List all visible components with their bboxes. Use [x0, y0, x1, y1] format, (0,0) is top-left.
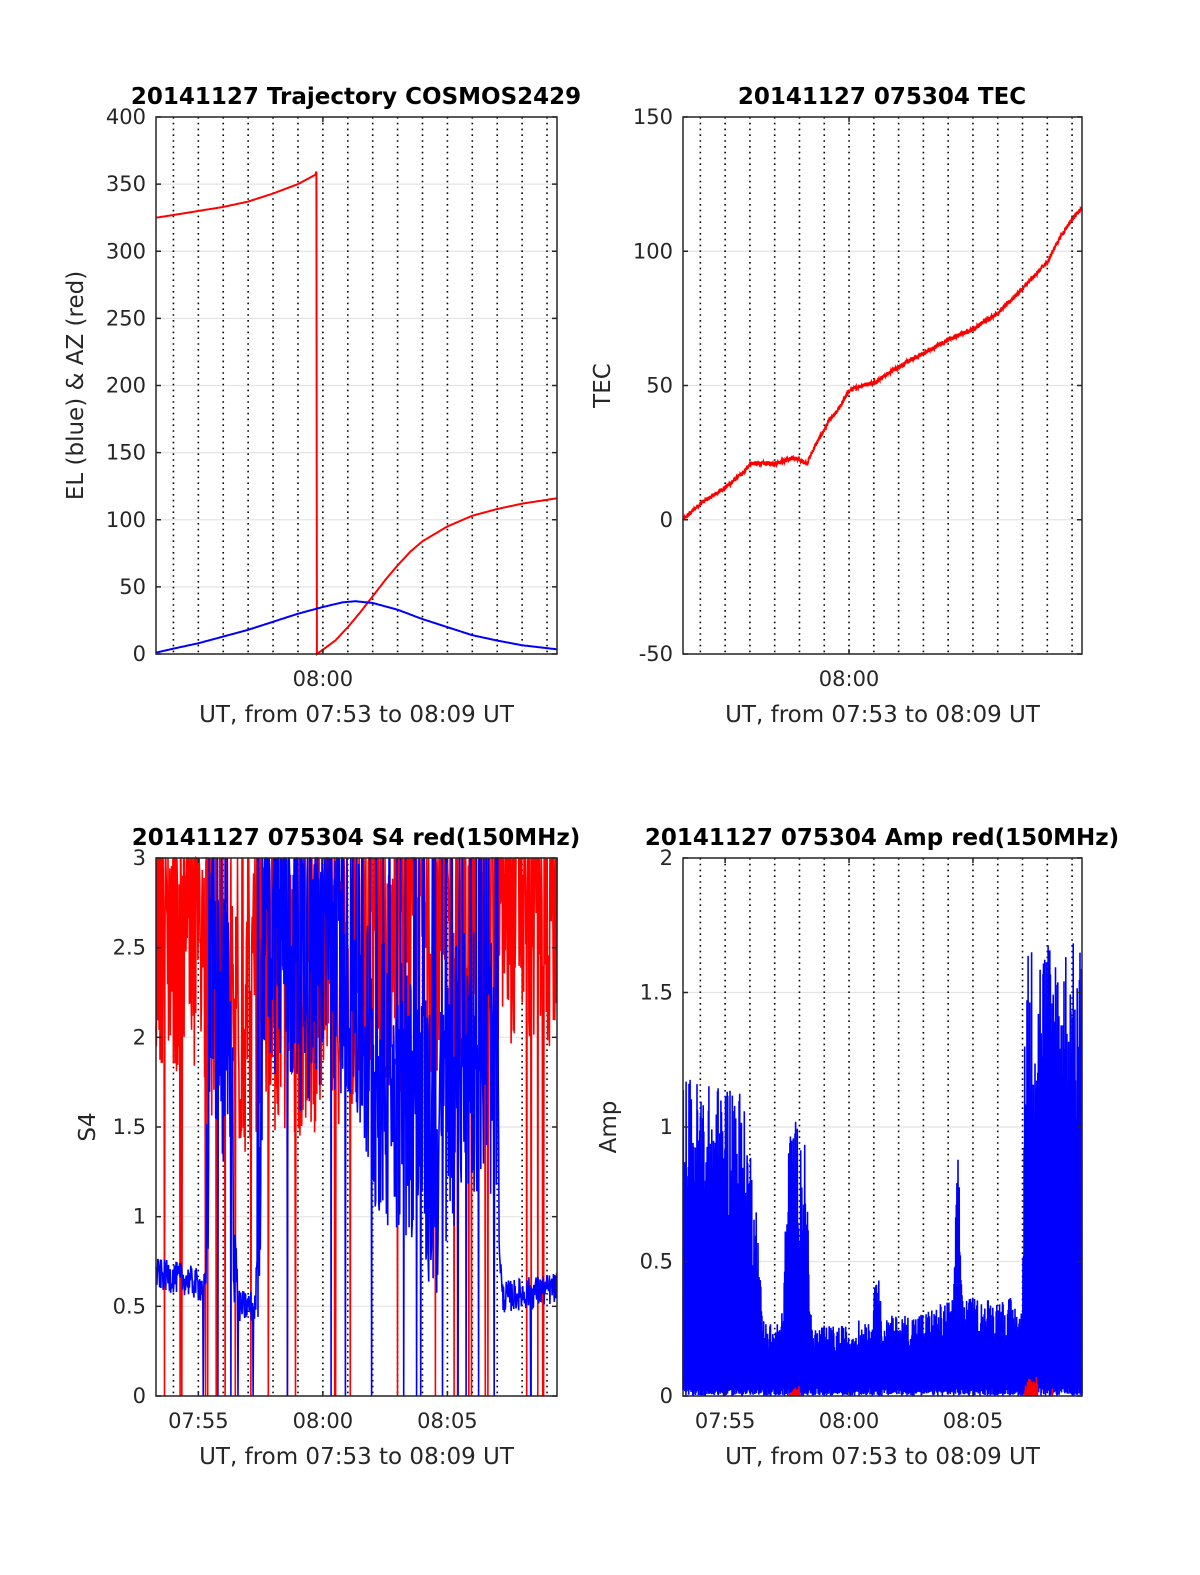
- x-axis-label: UT, from 07:53 to 08:09 UT: [199, 702, 515, 728]
- series-1-line: [682, 205, 1083, 521]
- y-axis-label: S4: [75, 1112, 101, 1141]
- panel-3: 0 0.5 1 1.5 2 2.5 3 07:55 08:00 08:05 UT, from 07:…: [75, 825, 580, 1470]
- chart-title: 20141127 075304 Amp red(150MHz): [645, 825, 1119, 851]
- series-1-line: [682, 943, 1083, 1397]
- y-tick-label: 150: [106, 441, 146, 465]
- y-tick-label: 100: [106, 508, 146, 532]
- y-tick-label: 0.5: [113, 1294, 146, 1318]
- y-tick-label: 2: [133, 1025, 146, 1049]
- y-tick-label: 50: [119, 575, 146, 599]
- y-tick-label: 3: [133, 846, 146, 870]
- y-tick-label: -50: [639, 642, 673, 666]
- y-tick-label: 0: [133, 642, 146, 666]
- series-2-line: [155, 857, 558, 1397]
- x-tick-label: 07:55: [168, 1409, 229, 1433]
- x-tick-label: 08:05: [943, 1409, 1004, 1433]
- y-axis-label: Amp: [596, 1101, 622, 1154]
- series-2-line: [788, 1377, 1054, 1396]
- y-tick-label: 150: [633, 105, 673, 129]
- chart-title: 20141127 Trajectory COSMOS2429: [131, 84, 581, 110]
- y-tick-label: 250: [106, 306, 146, 330]
- y-tick-label: 200: [106, 374, 146, 398]
- x-tick-label: 08:00: [819, 667, 880, 691]
- x-axis-label: UT, from 07:53 to 08:09 UT: [725, 702, 1041, 728]
- x-tick-label: 08:05: [417, 1409, 478, 1433]
- panel-2: -50 0 50 100 150 08:00 UT, from 07:53 to 08:09…: [590, 84, 1083, 728]
- y-tick-label: 2.5: [113, 936, 146, 960]
- x-tick-label: 08:00: [293, 667, 354, 691]
- y-tick-label: 300: [106, 239, 146, 263]
- y-tick-label: 1: [660, 1115, 673, 1139]
- y-tick-label: 350: [106, 172, 146, 196]
- series-2-line: [155, 600, 558, 654]
- x-axis-label: UT, from 07:53 to 08:09 UT: [725, 1444, 1041, 1470]
- x-axis-label: UT, from 07:53 to 08:09 UT: [199, 1444, 515, 1470]
- x-tick-label: 08:00: [293, 1409, 354, 1433]
- y-tick-label: 1.5: [640, 981, 673, 1005]
- x-tick-label: 08:00: [819, 1409, 880, 1433]
- y-tick-label: 50: [646, 374, 673, 398]
- y-tick-label: 0: [133, 1384, 146, 1408]
- panel-1: 0 50 100 150 200 250 300 350 400 08:00 UT, from 07…: [63, 84, 581, 728]
- y-tick-label: 0: [660, 508, 673, 532]
- y-tick-label: 1.5: [113, 1115, 146, 1139]
- series-1-line: [155, 171, 557, 657]
- y-axis-label: EL (blue) & AZ (red): [63, 271, 89, 500]
- chart-title: 20141127 075304 TEC: [738, 84, 1026, 110]
- y-tick-label: 0.5: [640, 1250, 673, 1274]
- y-tick-label: 400: [106, 105, 146, 129]
- y-tick-label: 2: [660, 846, 673, 870]
- chart-title: 20141127 075304 S4 red(150MHz): [132, 825, 581, 851]
- x-tick-label: 07:55: [695, 1409, 756, 1433]
- panel-4: 0 0.5 1 1.5 2 07:55 08:00 08:05 UT, from 07:53 t…: [596, 825, 1119, 1470]
- y-axis-label: TEC: [590, 363, 616, 409]
- y-tick-label: 100: [633, 239, 673, 263]
- y-tick-label: 0: [660, 1384, 673, 1408]
- y-tick-label: 1: [133, 1205, 146, 1229]
